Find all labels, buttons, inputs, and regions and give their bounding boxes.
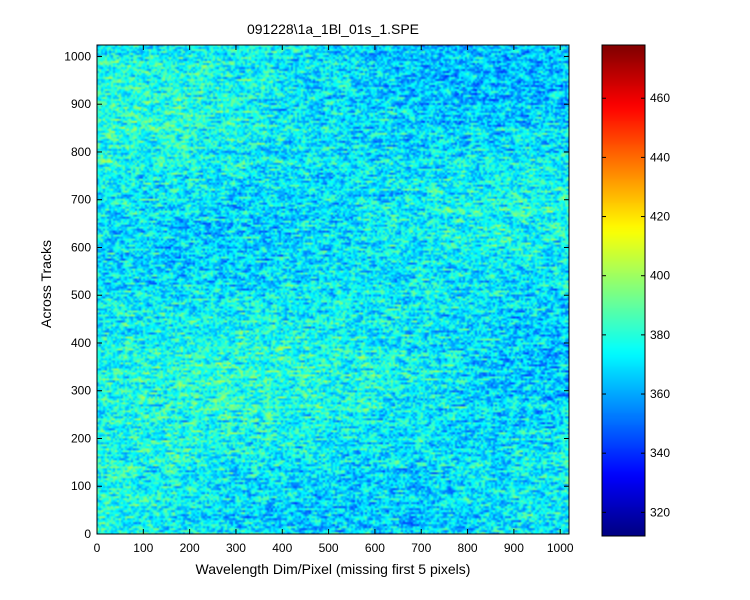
x-tick-label: 400 bbox=[272, 541, 292, 555]
heatmap-image bbox=[97, 45, 569, 534]
colorbar-tick-label: 440 bbox=[650, 150, 670, 164]
y-tick-label: 400 bbox=[71, 336, 91, 350]
y-tick-label: 900 bbox=[71, 97, 91, 111]
x-tick-label: 800 bbox=[458, 541, 478, 555]
x-tick-label: 900 bbox=[504, 541, 524, 555]
colorbar-tick-label: 460 bbox=[650, 91, 670, 105]
colorbar-tick-label: 360 bbox=[650, 387, 670, 401]
x-tick-label: 300 bbox=[226, 541, 246, 555]
plot-frame bbox=[96, 44, 570, 535]
colorbar-tick-label: 340 bbox=[650, 446, 670, 460]
x-axis-ticks: 0 100 200 300 400 500 600 700 800 900 1000 bbox=[94, 45, 574, 555]
plot-area: 0 100 200 300 400 500 600 700 800 900 1000 0 100 200… bbox=[64, 44, 574, 555]
x-tick-label: 1000 bbox=[547, 541, 574, 555]
y-tick-label: 200 bbox=[71, 431, 91, 445]
colorbar-tick-label: 380 bbox=[650, 328, 670, 342]
x-tick-label: 700 bbox=[411, 541, 431, 555]
y-axis-ticks: 0 100 200 300 400 500 600 700 800 900 1000 bbox=[64, 49, 569, 541]
colorbar-ticks: 320 340 360 380 400 420 440 460 bbox=[602, 91, 670, 519]
x-tick-label: 100 bbox=[133, 541, 153, 555]
y-tick-label: 800 bbox=[71, 145, 91, 159]
x-tick-label: 200 bbox=[180, 541, 200, 555]
colorbar-tick-label: 400 bbox=[650, 269, 670, 283]
y-tick-label: 600 bbox=[71, 240, 91, 254]
y-tick-label: 0 bbox=[84, 527, 91, 541]
y-axis-label: Across Tracks bbox=[38, 240, 54, 328]
colorbar-gradient bbox=[602, 45, 645, 536]
x-tick-label: 0 bbox=[94, 541, 101, 555]
x-axis-label: Wavelength Dim/Pixel (missing first 5 pi… bbox=[196, 561, 471, 577]
x-tick-label: 600 bbox=[365, 541, 385, 555]
y-tick-label: 500 bbox=[71, 288, 91, 302]
y-tick-label: 100 bbox=[71, 479, 91, 493]
y-tick-label: 700 bbox=[71, 193, 91, 207]
colorbar-tick-label: 420 bbox=[650, 210, 670, 224]
colorbar-tick-label: 320 bbox=[650, 505, 670, 519]
y-tick-label: 1000 bbox=[64, 49, 91, 63]
y-tick-label: 300 bbox=[71, 384, 91, 398]
colorbar: 320 340 360 380 400 420 440 460 bbox=[601, 44, 670, 537]
x-tick-label: 500 bbox=[319, 541, 339, 555]
chart-title: 091228\1a_1Bl_01s_1.SPE bbox=[247, 21, 419, 37]
colorbar-frame bbox=[601, 44, 646, 537]
